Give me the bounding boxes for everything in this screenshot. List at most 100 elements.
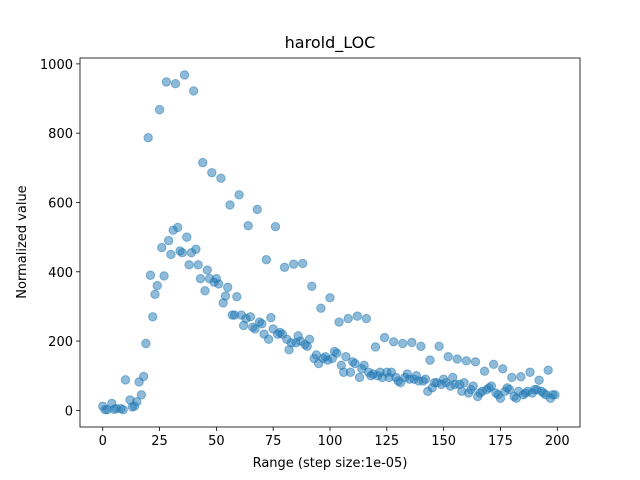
point xyxy=(416,341,426,351)
point xyxy=(177,248,187,258)
x-tick-label: 100 xyxy=(318,434,343,449)
point xyxy=(150,289,160,299)
point xyxy=(141,338,151,349)
point xyxy=(452,354,462,364)
x-tick-label: 75 xyxy=(265,434,282,449)
point xyxy=(257,319,267,329)
point xyxy=(534,375,544,385)
point xyxy=(191,244,201,254)
point xyxy=(138,371,149,382)
point xyxy=(361,313,372,324)
y-tick-label: 200 xyxy=(48,335,73,350)
point xyxy=(170,78,181,89)
point xyxy=(407,337,417,348)
plot-frame xyxy=(79,57,581,428)
x-tick-label: 150 xyxy=(431,434,456,449)
point xyxy=(388,337,399,347)
point xyxy=(225,200,235,210)
y-tick-label: 1000 xyxy=(40,58,73,73)
point xyxy=(350,358,360,369)
point xyxy=(163,235,174,246)
point xyxy=(159,271,169,281)
point xyxy=(266,312,276,323)
x-tick-label: 125 xyxy=(374,434,399,449)
point xyxy=(343,313,353,324)
point xyxy=(470,357,481,367)
point xyxy=(359,360,369,371)
point xyxy=(154,104,165,115)
y-tick-label: 600 xyxy=(48,196,73,211)
y-tick-label: 800 xyxy=(48,127,73,142)
point xyxy=(341,351,351,362)
point xyxy=(152,280,162,291)
point xyxy=(132,397,142,407)
point xyxy=(479,366,490,376)
point xyxy=(298,258,308,269)
point xyxy=(207,167,217,178)
point xyxy=(250,324,260,334)
point xyxy=(486,381,497,391)
chart-title: harold_LOC xyxy=(285,33,376,53)
point xyxy=(270,222,281,232)
point xyxy=(234,190,244,200)
point xyxy=(307,281,317,292)
point xyxy=(223,282,233,293)
point xyxy=(198,157,208,168)
point xyxy=(425,355,435,365)
point xyxy=(525,367,535,377)
point xyxy=(118,404,128,415)
point xyxy=(232,292,242,302)
point xyxy=(173,222,183,233)
point xyxy=(148,312,158,322)
point xyxy=(213,279,224,289)
point xyxy=(220,291,231,301)
point xyxy=(434,341,444,351)
point xyxy=(216,173,226,183)
point xyxy=(120,375,131,385)
point xyxy=(243,220,253,231)
point xyxy=(332,348,342,358)
point xyxy=(161,77,172,87)
point xyxy=(354,372,365,383)
point xyxy=(459,377,469,388)
point xyxy=(352,311,362,321)
point xyxy=(193,260,203,270)
y-axis-label: Normalized value xyxy=(15,185,30,298)
point xyxy=(288,259,299,269)
point xyxy=(157,242,167,253)
point xyxy=(263,334,274,345)
point xyxy=(468,381,478,391)
point xyxy=(202,265,212,275)
point xyxy=(345,367,356,377)
x-tick-label: 25 xyxy=(151,434,168,449)
point xyxy=(261,254,272,265)
point xyxy=(245,312,256,322)
point xyxy=(325,293,335,303)
point xyxy=(188,86,199,96)
point xyxy=(334,317,344,327)
point xyxy=(166,249,176,260)
point xyxy=(136,390,147,400)
point xyxy=(145,270,156,280)
x-tick-label: 50 xyxy=(208,434,225,449)
point xyxy=(398,338,408,349)
point xyxy=(304,334,315,345)
point xyxy=(143,132,153,143)
y-tick-label: 0 xyxy=(65,404,73,419)
x-tick-label: 200 xyxy=(545,434,570,449)
x-axis-label: Range (step size:1e-05) xyxy=(253,456,408,471)
point xyxy=(420,374,431,384)
point xyxy=(461,356,472,366)
point xyxy=(443,351,453,362)
point xyxy=(507,372,517,383)
point xyxy=(200,286,210,296)
x-tick-label: 0 xyxy=(99,434,107,449)
point xyxy=(543,365,553,375)
point xyxy=(495,393,506,403)
point xyxy=(252,204,262,215)
point xyxy=(550,390,560,400)
point xyxy=(182,232,192,242)
point xyxy=(488,359,499,369)
